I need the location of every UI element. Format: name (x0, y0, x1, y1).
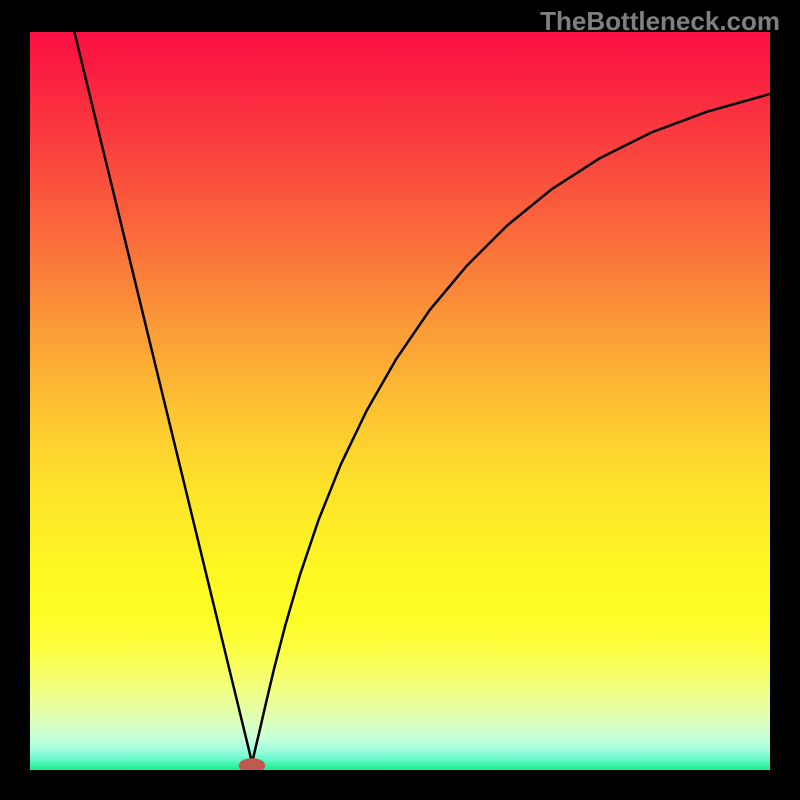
optimal-point-marker (30, 32, 770, 770)
watermark-label: TheBottleneck.com (540, 6, 780, 37)
plot-area (30, 32, 770, 770)
frame-left (0, 0, 30, 800)
frame-right (770, 0, 800, 800)
frame-bottom (0, 770, 800, 800)
